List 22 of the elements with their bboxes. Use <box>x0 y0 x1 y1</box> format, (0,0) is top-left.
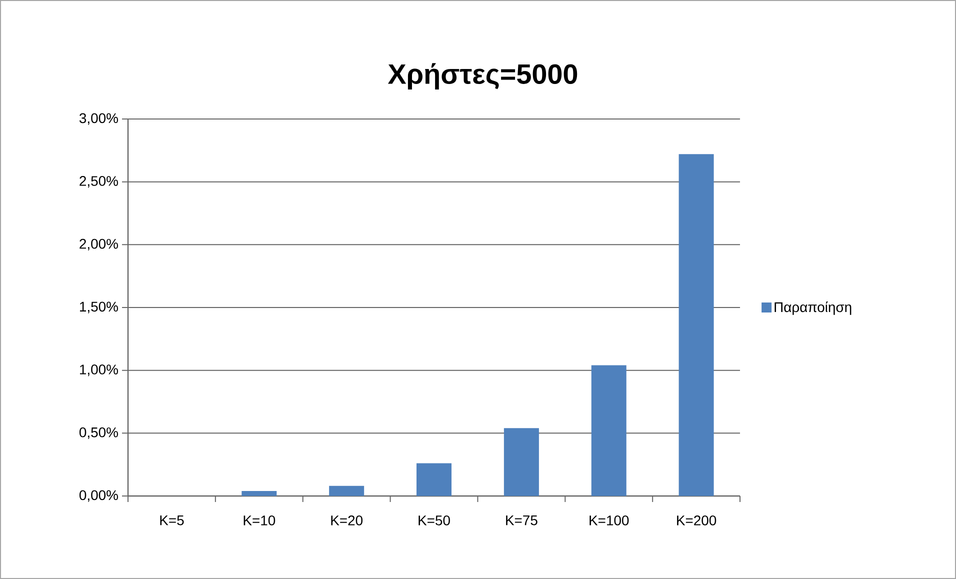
x-tick-label: K=200 <box>677 515 716 526</box>
bar <box>242 490 277 496</box>
x-tick-label: K=20 <box>331 515 363 526</box>
bar <box>329 486 364 496</box>
x-tick-label: K=75 <box>506 516 538 526</box>
bar <box>504 428 539 496</box>
y-tick-label: 1,00% <box>80 364 118 376</box>
bar <box>416 463 452 496</box>
x-tick-label: K=5 <box>160 516 184 526</box>
legend-label: Παραποίηση <box>774 301 852 315</box>
x-tick-label: K=50 <box>418 515 450 526</box>
y-tick-label: 2,00% <box>80 238 118 250</box>
y-tick-label: 2,50% <box>80 176 118 188</box>
x-tick-label: K=10 <box>244 515 276 526</box>
y-tick-label: 0,00% <box>79 490 118 502</box>
x-tick-label: K=100 <box>590 515 629 526</box>
y-tick-label: 3,00% <box>79 113 118 125</box>
y-tick-label: 0,50% <box>79 427 118 439</box>
y-tick-label: 1,50% <box>80 302 118 314</box>
bar <box>678 154 714 496</box>
bar <box>591 365 626 496</box>
chart-title: Χρήστες=5000 <box>388 63 578 90</box>
